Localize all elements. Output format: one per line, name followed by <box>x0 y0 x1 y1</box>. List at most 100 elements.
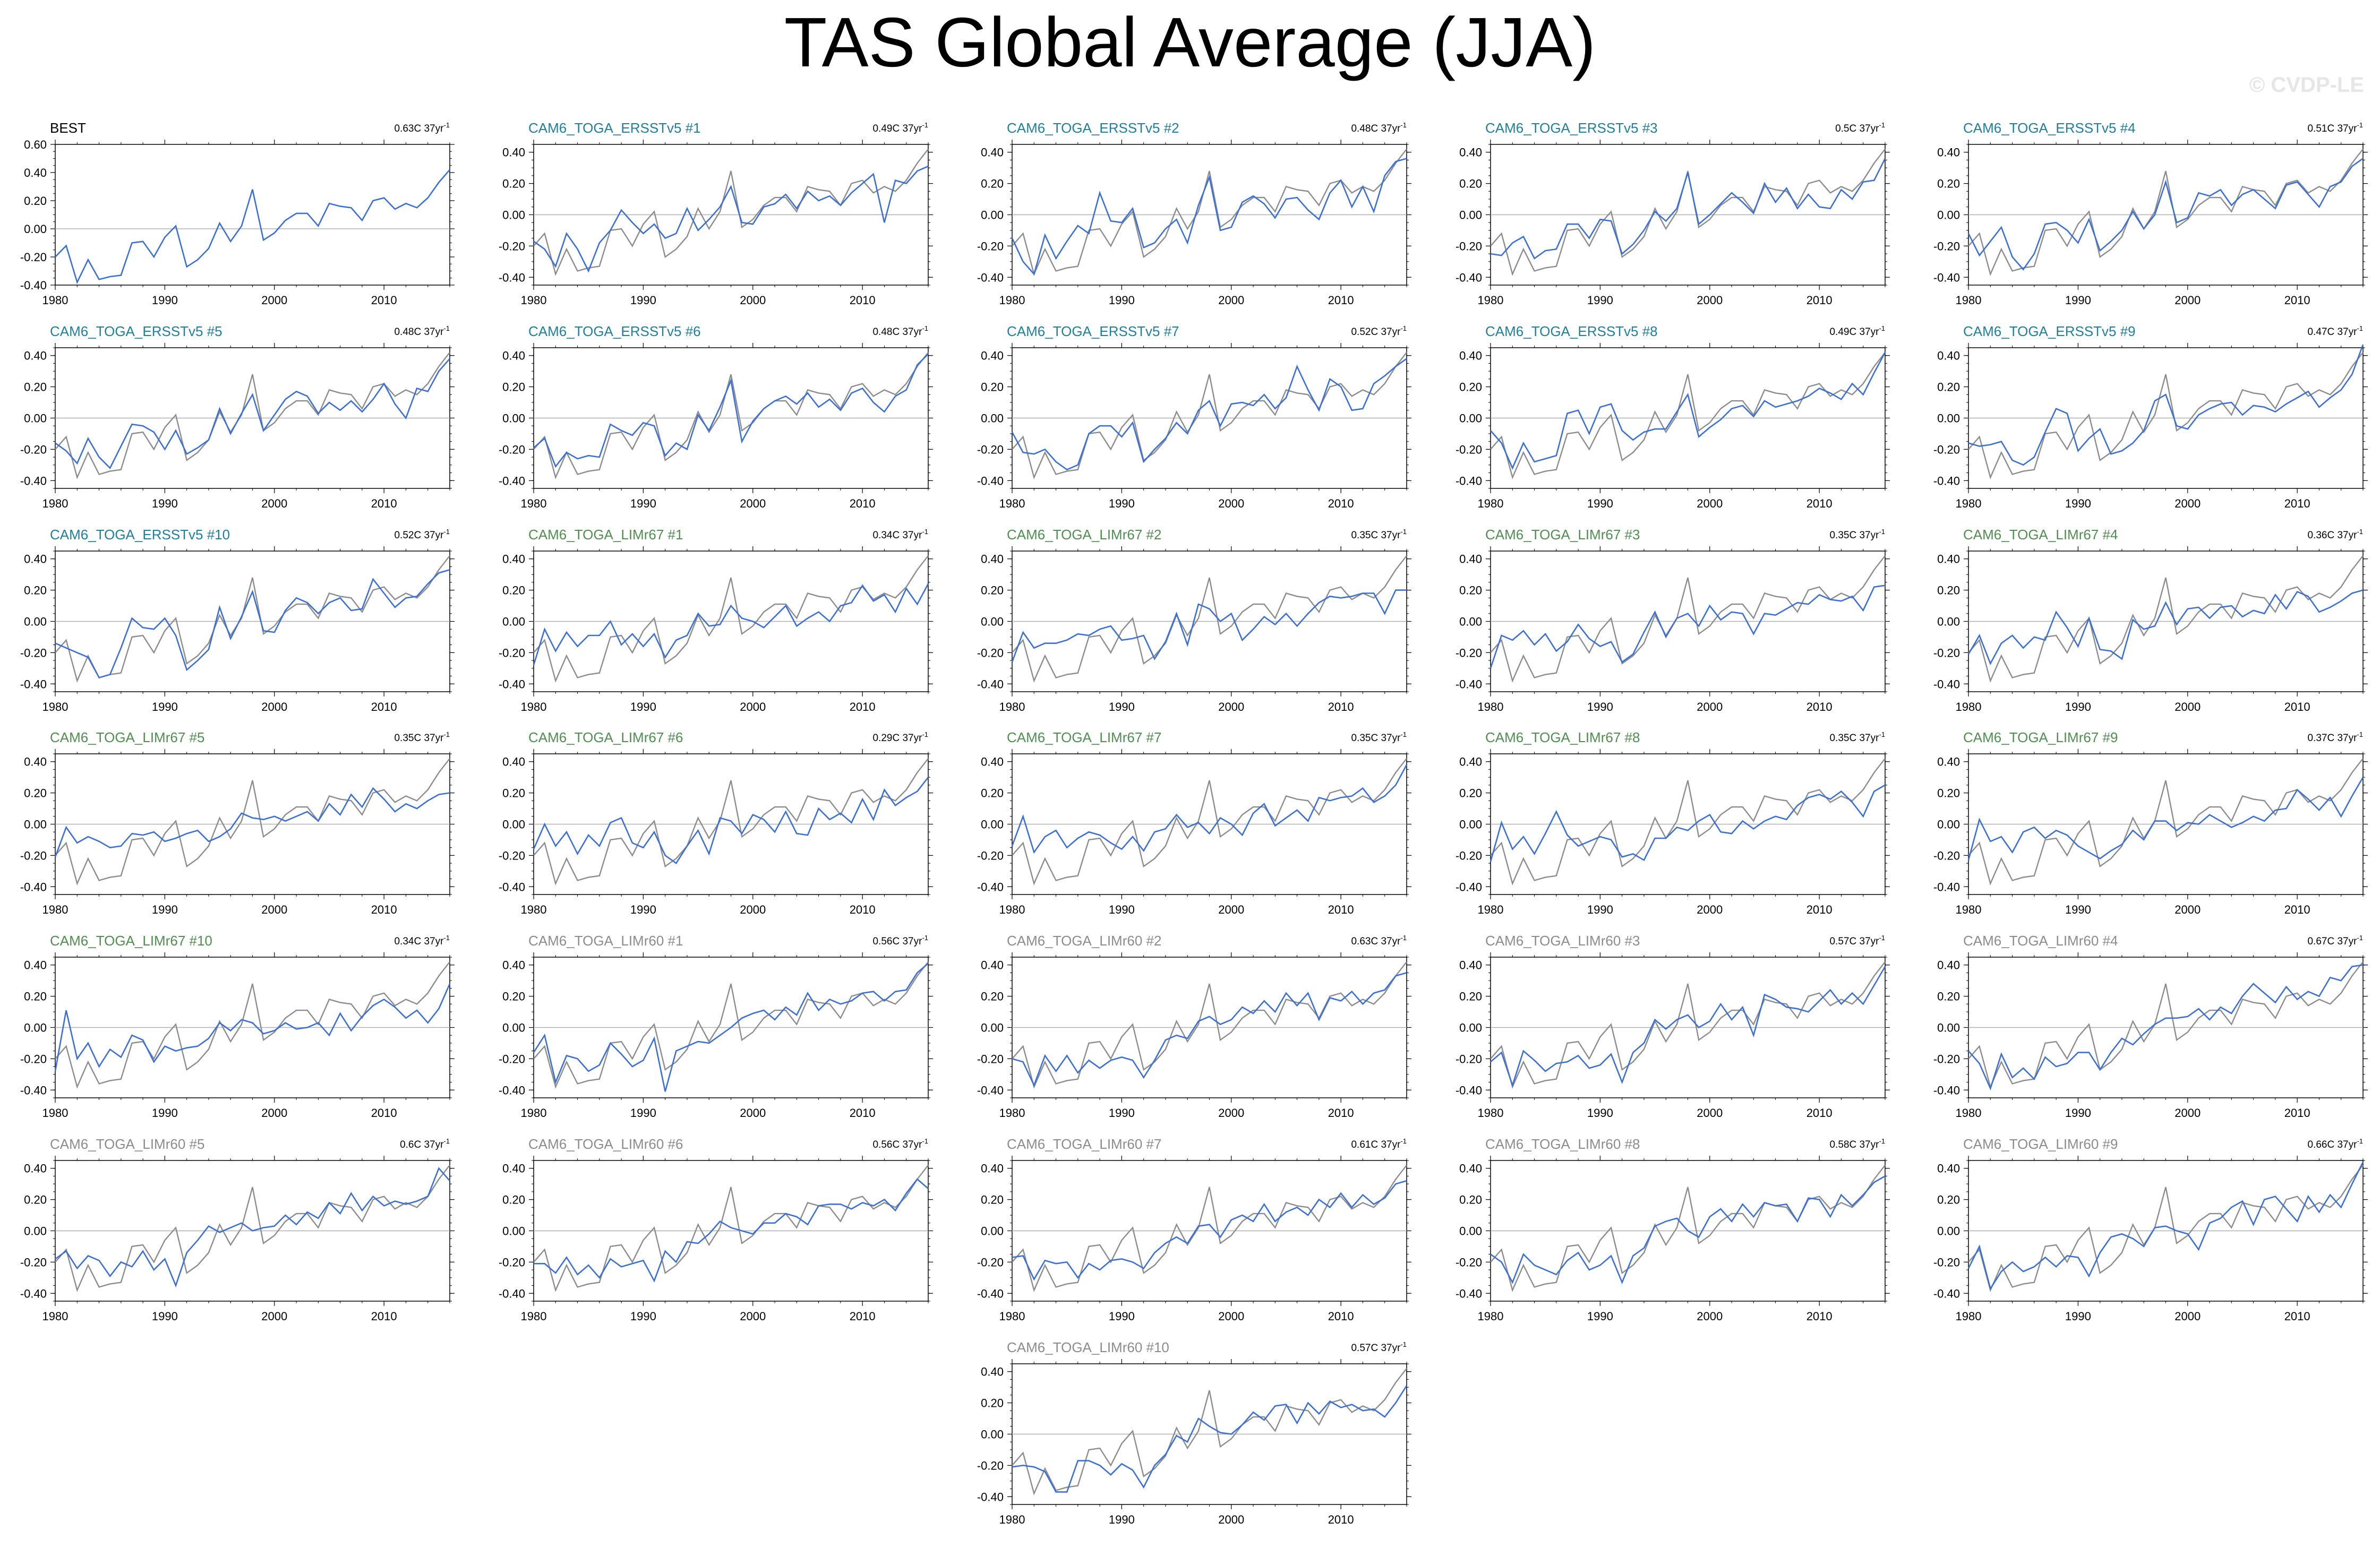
y-tick-label: 0.20 <box>981 177 1004 191</box>
y-tick-label: -0.20 <box>20 1052 47 1065</box>
y-tick-label: -0.20 <box>499 646 525 659</box>
obs-series-line <box>533 555 929 683</box>
panel-title: CAM6_TOGA_LIMr60 #2 <box>1007 933 1161 949</box>
x-tick-label: 2010 <box>371 1106 397 1120</box>
y-tick-label: 0.00 <box>981 615 1004 629</box>
obs-series-line <box>1490 1165 1886 1293</box>
x-tick-label: 1990 <box>1109 1106 1135 1120</box>
y-tick-label: 0.40 <box>502 146 525 159</box>
x-tick-label: 2010 <box>2284 294 2310 307</box>
y-tick-label: -0.40 <box>20 880 47 893</box>
y-tick-label: -0.40 <box>1456 677 1482 691</box>
y-tick-label: -0.40 <box>20 1287 47 1300</box>
y-tick-label: 0.40 <box>1937 1162 1960 1175</box>
x-tick-label: 2010 <box>2284 1310 2310 1323</box>
x-tick-label: 1980 <box>999 497 1025 510</box>
x-tick-label: 2010 <box>2284 1106 2310 1120</box>
y-tick-label: 0.60 <box>24 138 47 151</box>
plot-frame <box>55 144 450 286</box>
panel-title: CAM6_TOGA_ERSSTv5 #3 <box>1485 120 1658 136</box>
x-tick-label: 1990 <box>152 497 178 510</box>
y-tick-label: -0.40 <box>20 1083 47 1097</box>
x-tick-label: 2000 <box>1218 1513 1244 1526</box>
x-tick-label: 2000 <box>261 497 287 510</box>
y-tick-label: -0.40 <box>20 677 47 691</box>
panel-trend: 0.29C 37yr-1 <box>872 730 928 744</box>
panel-trend: 0.49C 37yr-1 <box>1829 324 1885 338</box>
y-tick-label: -0.20 <box>499 849 525 862</box>
y-tick-label: 0.20 <box>1937 990 1960 1003</box>
y-tick-label: -0.40 <box>1456 1083 1482 1097</box>
y-tick-label: 0.00 <box>981 818 1004 831</box>
panel-trend: 0.48C 37yr-1 <box>872 324 928 338</box>
panel-title: CAM6_TOGA_ERSSTv5 #10 <box>50 527 230 543</box>
obs-series-line <box>1012 352 1407 480</box>
y-tick-label: 0.00 <box>981 412 1004 425</box>
panel-trend: 0.47C 37yr-1 <box>2307 324 2363 338</box>
y-tick-label: -0.40 <box>20 474 47 487</box>
y-tick-label: -0.20 <box>1456 646 1482 659</box>
panel-trend: 0.67C 37yr-1 <box>2307 934 2363 947</box>
obs-series-line <box>1012 758 1407 886</box>
x-tick-label: 1990 <box>1587 1310 1613 1323</box>
y-tick-label: -0.40 <box>977 880 1004 893</box>
model-series-line <box>1012 1180 1407 1281</box>
panel: CAM6_TOGA_ERSSTv5 #7 0.52C 37yr-1 -0.40 -0.… <box>977 323 1411 510</box>
y-tick-label: 0.40 <box>981 553 1004 566</box>
panel-title: CAM6_TOGA_LIMr60 #8 <box>1485 1136 1640 1152</box>
model-series-line <box>1011 358 1407 471</box>
y-tick-label: -0.20 <box>1456 443 1482 456</box>
x-tick-label: 2010 <box>1807 700 1833 713</box>
x-tick-label: 1980 <box>521 903 547 916</box>
x-tick-label: 1980 <box>1956 700 1982 713</box>
panel-title: CAM6_TOGA_LIMr67 #8 <box>1485 729 1640 745</box>
x-tick-label: 2000 <box>1697 903 1723 916</box>
panel: CAM6_TOGA_LIMr67 #10 0.34C 37yr-1 -0.40 -0.… <box>20 933 455 1120</box>
panel-title: CAM6_TOGA_LIMr60 #6 <box>528 1136 683 1152</box>
model-series-line <box>1011 589 1407 663</box>
x-tick-label: 2000 <box>2174 497 2201 510</box>
y-tick-label: -0.40 <box>977 677 1004 691</box>
y-tick-label: -0.20 <box>977 1255 1004 1269</box>
x-tick-label: 1980 <box>1956 1310 1982 1323</box>
x-tick-label: 2010 <box>1807 903 1833 916</box>
y-tick-label: 0.20 <box>1459 584 1482 597</box>
y-tick-label: 0.20 <box>981 381 1004 394</box>
panel: CAM6_TOGA_LIMr60 #1 0.56C 37yr-1 -0.40 -0.2… <box>499 933 933 1120</box>
x-tick-label: 2010 <box>2284 700 2310 713</box>
panel-title: CAM6_TOGA_LIMr67 #1 <box>528 527 683 543</box>
y-tick-label: 0.40 <box>981 146 1004 159</box>
y-tick-label: 0.20 <box>1937 177 1960 191</box>
x-tick-label: 1980 <box>999 1513 1025 1526</box>
x-tick-label: 1980 <box>999 294 1025 307</box>
y-tick-label: -0.20 <box>977 646 1004 659</box>
y-tick-label: -0.40 <box>499 474 525 487</box>
obs-series-line <box>533 1165 929 1293</box>
y-tick-label: 0.00 <box>24 1225 47 1238</box>
x-tick-label: 2000 <box>1697 497 1723 510</box>
x-tick-label: 1990 <box>2065 903 2091 916</box>
obs-series-line <box>1012 1165 1407 1293</box>
obs-series-line <box>1968 555 2364 683</box>
y-tick-label: 0.00 <box>981 1225 1004 1238</box>
obs-series-line <box>1490 555 1886 683</box>
obs-series-line <box>533 758 929 886</box>
x-tick-label: 2000 <box>261 294 287 307</box>
y-tick-label: 0.20 <box>981 1193 1004 1207</box>
obs-series-line <box>533 149 929 277</box>
y-tick-label: -0.20 <box>20 443 47 456</box>
y-tick-label: -0.20 <box>977 849 1004 862</box>
y-tick-label: -0.20 <box>499 443 525 456</box>
y-tick-label: -0.40 <box>977 1490 1004 1503</box>
x-tick-label: 1980 <box>521 294 547 307</box>
obs-series-line <box>1490 961 1886 1089</box>
y-tick-label: -0.20 <box>977 1459 1004 1472</box>
panel: CAM6_TOGA_LIMr60 #10 0.57C 37yr-1 -0.40 -0.… <box>977 1339 1411 1526</box>
x-tick-label: 1990 <box>2065 1310 2091 1323</box>
obs-series-line <box>1012 149 1407 277</box>
panel-title: CAM6_TOGA_LIMr67 #6 <box>528 729 683 745</box>
y-tick-label: 0.40 <box>981 349 1004 363</box>
y-tick-label: 0.40 <box>1937 146 1960 159</box>
y-tick-label: -0.40 <box>1933 474 1960 487</box>
obs-series-line <box>1012 555 1407 683</box>
